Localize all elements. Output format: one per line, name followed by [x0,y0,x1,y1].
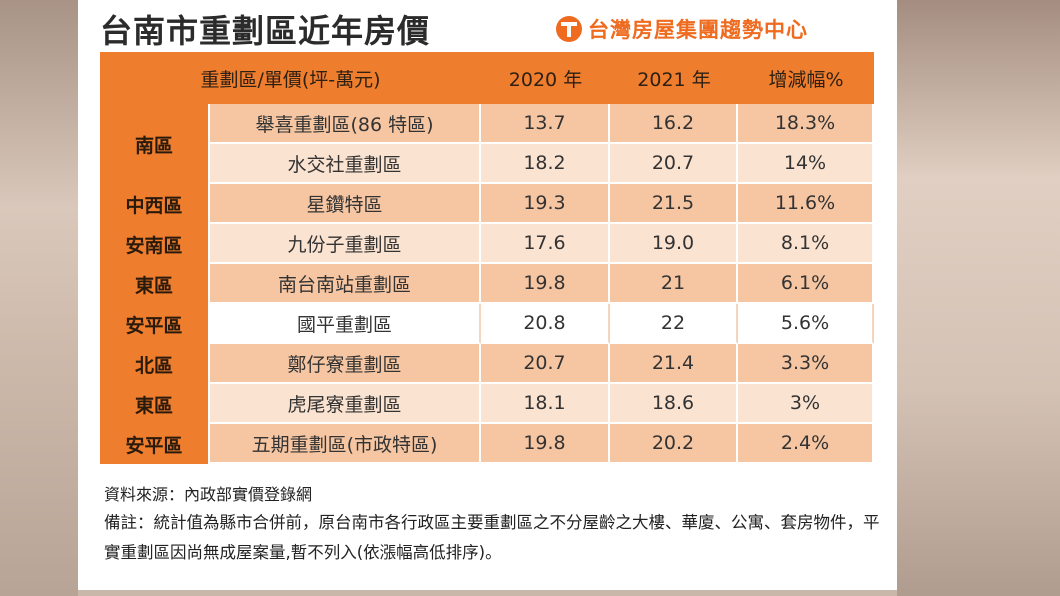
table-row: 東區 南台南站重劃區 19.8 21 6.1% [100,264,874,304]
cell-change: 11.6% [738,184,874,224]
cell-zone: 水交社重劃區 [210,144,481,184]
cell-2021: 20.2 [610,424,738,464]
table-row: 東區 虎尾寮重劃區 18.1 18.6 3% [100,384,874,424]
cell-change: 3.3% [738,344,874,384]
cell-zone: 五期重劃區(市政特區) [210,424,481,464]
cell-2021: 20.7 [610,144,738,184]
table-row: 水交社重劃區 18.2 20.7 14% [100,144,874,184]
cell-zone: 鄭仔寮重劃區 [210,344,481,384]
table-row: 北區 鄭仔寮重劃區 20.7 21.4 3.3% [100,344,874,384]
cell-change: 6.1% [738,264,874,304]
cell-district: 東區 [100,384,210,424]
brand: 台灣房屋集團趨勢中心 [556,12,808,46]
cell-zone: 南台南站重劃區 [210,264,481,304]
cell-district: 中西區 [100,184,210,224]
cell-zone: 星鑽特區 [210,184,481,224]
cell-district: 北區 [100,344,210,384]
header-2020: 2020 年 [508,68,583,91]
cell-zone: 國平重劃區 [210,304,481,344]
background-left [0,0,78,596]
cell-2020: 19.8 [481,264,610,304]
cell-2021: 21.4 [610,344,738,384]
cell-change: 2.4% [738,424,874,464]
cell-change: 8.1% [738,224,874,264]
cell-zone: 虎尾寮重劃區 [210,384,481,424]
cell-2020: 18.2 [481,144,610,184]
table-header: 重劃區/單價(坪-萬元) 2020 年 2021 年 增減幅% [100,52,874,104]
cell-2020: 19.3 [481,184,610,224]
cell-district: 南區 [100,104,210,184]
cell-zone: 舉喜重劃區(86 特區) [210,104,481,144]
cell-2021: 21 [610,264,738,304]
cell-2020: 18.1 [481,384,610,424]
cell-district: 安平區 [100,304,210,344]
cell-change: 18.3% [738,104,874,144]
cell-2021: 21.5 [610,184,738,224]
cell-2020: 19.8 [481,424,610,464]
header-zone-unit: 重劃區/單價(坪-萬元) [200,68,381,91]
table-row: 安南區 九份子重劃區 17.6 19.0 8.1% [100,224,874,264]
table-row: 中西區 星鑽特區 19.3 21.5 11.6% [100,184,874,224]
cell-change: 14% [738,144,874,184]
brand-name: 台灣房屋集團趨勢中心 [588,18,808,42]
cell-2020: 20.8 [481,304,610,344]
cell-2020: 13.7 [481,104,610,144]
cell-2021: 16.2 [610,104,738,144]
table-body: 南區 舉喜重劃區(86 特區) 13.7 16.2 18.3% 水交社重劃區 18.2 20.… [100,104,874,464]
cell-2020: 20.7 [481,344,610,384]
cell-district: 東區 [100,264,210,304]
cell-2021: 22 [610,304,738,344]
cell-district: 安南區 [100,224,210,264]
cell-district: 安平區 [100,424,210,464]
cell-zone: 九份子重劃區 [210,224,481,264]
price-table: 重劃區/單價(坪-萬元) 2020 年 2021 年 增減幅% 南區 舉喜重劃區(… [100,52,874,464]
cell-change: 3% [738,384,874,424]
background-right [897,0,1060,596]
table-row: 安平區 國平重劃區 20.8 22 5.6% [100,304,874,344]
cell-change: 5.6% [738,304,874,344]
remark-note: 備註：統計值為縣市合併前，原台南市各行政區主要重劃區之不分屋齡之大樓、華廈、公寓… [104,513,880,562]
table-row: 安平區 五期重劃區(市政特區) 19.8 20.2 2.4% [100,424,874,464]
source-note: 資料來源：內政部實價登錄網 [104,485,313,504]
cell-2021: 19.0 [610,224,738,264]
header-change: 增減幅% [768,68,844,91]
header-2021: 2021 年 [637,68,711,91]
cell-2020: 17.6 [481,224,610,264]
chart-title: 台南市重劃區近年房價 [100,12,431,50]
cell-2021: 18.6 [610,384,738,424]
brand-logo-icon [556,16,582,42]
table-row: 南區 舉喜重劃區(86 特區) 13.7 16.2 18.3% [100,104,874,184]
